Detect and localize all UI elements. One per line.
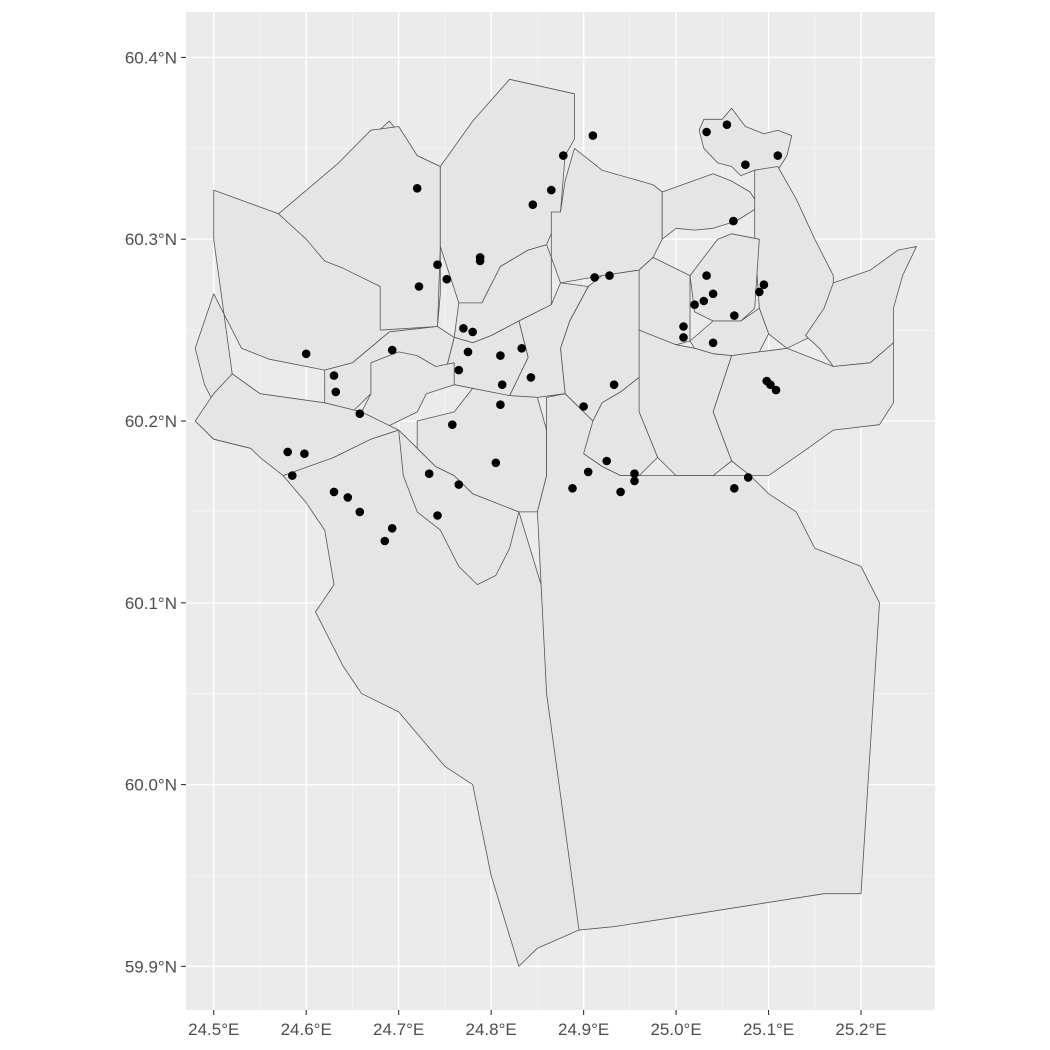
x-tick-label: 24.7°E <box>373 1020 424 1039</box>
location-point <box>433 260 442 270</box>
location-point <box>300 449 309 459</box>
location-point <box>759 280 769 290</box>
district-polygon <box>537 393 880 931</box>
location-point <box>380 536 390 546</box>
location-point <box>729 216 738 226</box>
location-point <box>605 271 614 280</box>
location-point <box>301 349 311 359</box>
location-point <box>559 151 568 160</box>
location-point <box>468 327 478 337</box>
y-tick-label: 60.1°N <box>125 594 177 613</box>
location-point <box>412 184 422 193</box>
location-point <box>679 333 688 342</box>
location-point <box>730 484 739 493</box>
location-point <box>448 420 457 430</box>
district-polygon <box>550 147 663 284</box>
data-points <box>283 120 783 546</box>
location-point <box>590 273 599 282</box>
location-point <box>331 387 341 397</box>
location-point <box>414 282 424 291</box>
location-point <box>583 467 593 477</box>
y-tick-label: 60.3°N <box>125 230 177 249</box>
district-polygon <box>712 342 894 476</box>
location-point <box>547 185 556 195</box>
location-point <box>609 380 619 390</box>
location-point <box>497 380 507 390</box>
location-point <box>568 484 577 493</box>
location-point <box>755 287 764 297</box>
y-tick-label: 59.9°N <box>125 957 177 976</box>
location-point <box>343 493 353 502</box>
district-polygon <box>698 107 793 176</box>
location-point <box>463 347 473 357</box>
location-point <box>442 274 452 284</box>
location-point <box>496 351 505 360</box>
y-tick-label: 60.4°N <box>125 48 177 67</box>
location-point <box>690 300 699 310</box>
location-point <box>459 324 468 333</box>
location-point <box>329 487 339 497</box>
location-point <box>743 473 753 482</box>
location-point <box>475 253 485 262</box>
location-point <box>283 447 293 457</box>
location-point <box>766 380 775 390</box>
district-polygons <box>194 78 917 967</box>
location-point <box>616 487 625 497</box>
location-point <box>630 476 639 486</box>
x-tick-label: 24.8°E <box>466 1020 517 1039</box>
location-point <box>708 338 718 348</box>
location-point <box>424 469 434 479</box>
location-point <box>630 469 639 479</box>
location-point <box>771 385 781 395</box>
x-axis: 24.5°E 24.6°E 24.7°E 24.8°E 24.9°E 25.0°E 25.1… <box>188 1010 887 1039</box>
location-point <box>387 524 397 533</box>
y-axis: 59.9°N 60.0°N 60.1°N 60.2°N 60.3°N 60.4°N <box>125 48 186 976</box>
location-point <box>528 200 538 209</box>
location-point <box>454 480 464 489</box>
location-point <box>741 160 750 169</box>
location-point <box>288 471 297 480</box>
location-point <box>579 402 588 411</box>
x-tick-label: 24.9°E <box>558 1020 609 1039</box>
x-tick-label: 25.0°E <box>650 1020 701 1039</box>
x-tick-label: 24.5°E <box>188 1020 239 1039</box>
location-point <box>588 131 598 140</box>
location-point <box>496 400 505 410</box>
location-point <box>708 289 718 299</box>
location-point <box>702 271 711 280</box>
location-point <box>526 373 536 382</box>
location-point <box>517 344 526 353</box>
location-point <box>433 511 442 520</box>
location-point <box>699 296 709 306</box>
location-point <box>722 120 732 129</box>
y-tick-label: 60.2°N <box>125 412 177 431</box>
location-point <box>602 456 611 466</box>
location-point <box>773 151 783 160</box>
location-point <box>702 127 711 137</box>
location-point <box>491 458 501 468</box>
location-point <box>329 371 339 380</box>
y-tick-label: 60.0°N <box>125 776 177 795</box>
location-point <box>355 507 365 517</box>
location-point <box>454 365 464 375</box>
x-tick-label: 24.6°E <box>281 1020 332 1039</box>
location-point <box>355 409 365 419</box>
x-tick-label: 25.1°E <box>743 1020 794 1039</box>
location-point <box>679 322 688 331</box>
location-point <box>387 345 397 355</box>
location-point <box>730 311 739 320</box>
x-tick-label: 25.2°E <box>835 1020 886 1039</box>
